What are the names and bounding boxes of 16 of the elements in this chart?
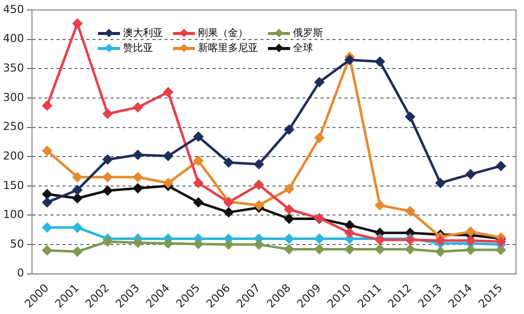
- y-tick-label: 150: [2, 178, 24, 192]
- legend-label: 俄罗斯: [293, 26, 323, 40]
- legend-label: 新喀里多尼亚: [198, 42, 258, 55]
- legend-label: 赞比亚: [123, 42, 153, 55]
- legend-label: 澳大利亚: [123, 26, 163, 40]
- y-tick-label: 200: [2, 149, 24, 162]
- y-tick-label: 100: [2, 208, 24, 222]
- y-tick-label: 450: [2, 2, 24, 16]
- legend-label: 全球: [293, 42, 313, 55]
- y-tick-label: 250: [2, 120, 24, 134]
- y-tick-label: 50: [10, 237, 24, 250]
- y-tick-label: 0: [16, 266, 24, 280]
- y-tick-label: 350: [2, 61, 24, 74]
- y-tick-label: 400: [2, 32, 24, 46]
- y-tick-label: 300: [2, 90, 24, 104]
- legend-label: 刚果（金）: [198, 27, 248, 40]
